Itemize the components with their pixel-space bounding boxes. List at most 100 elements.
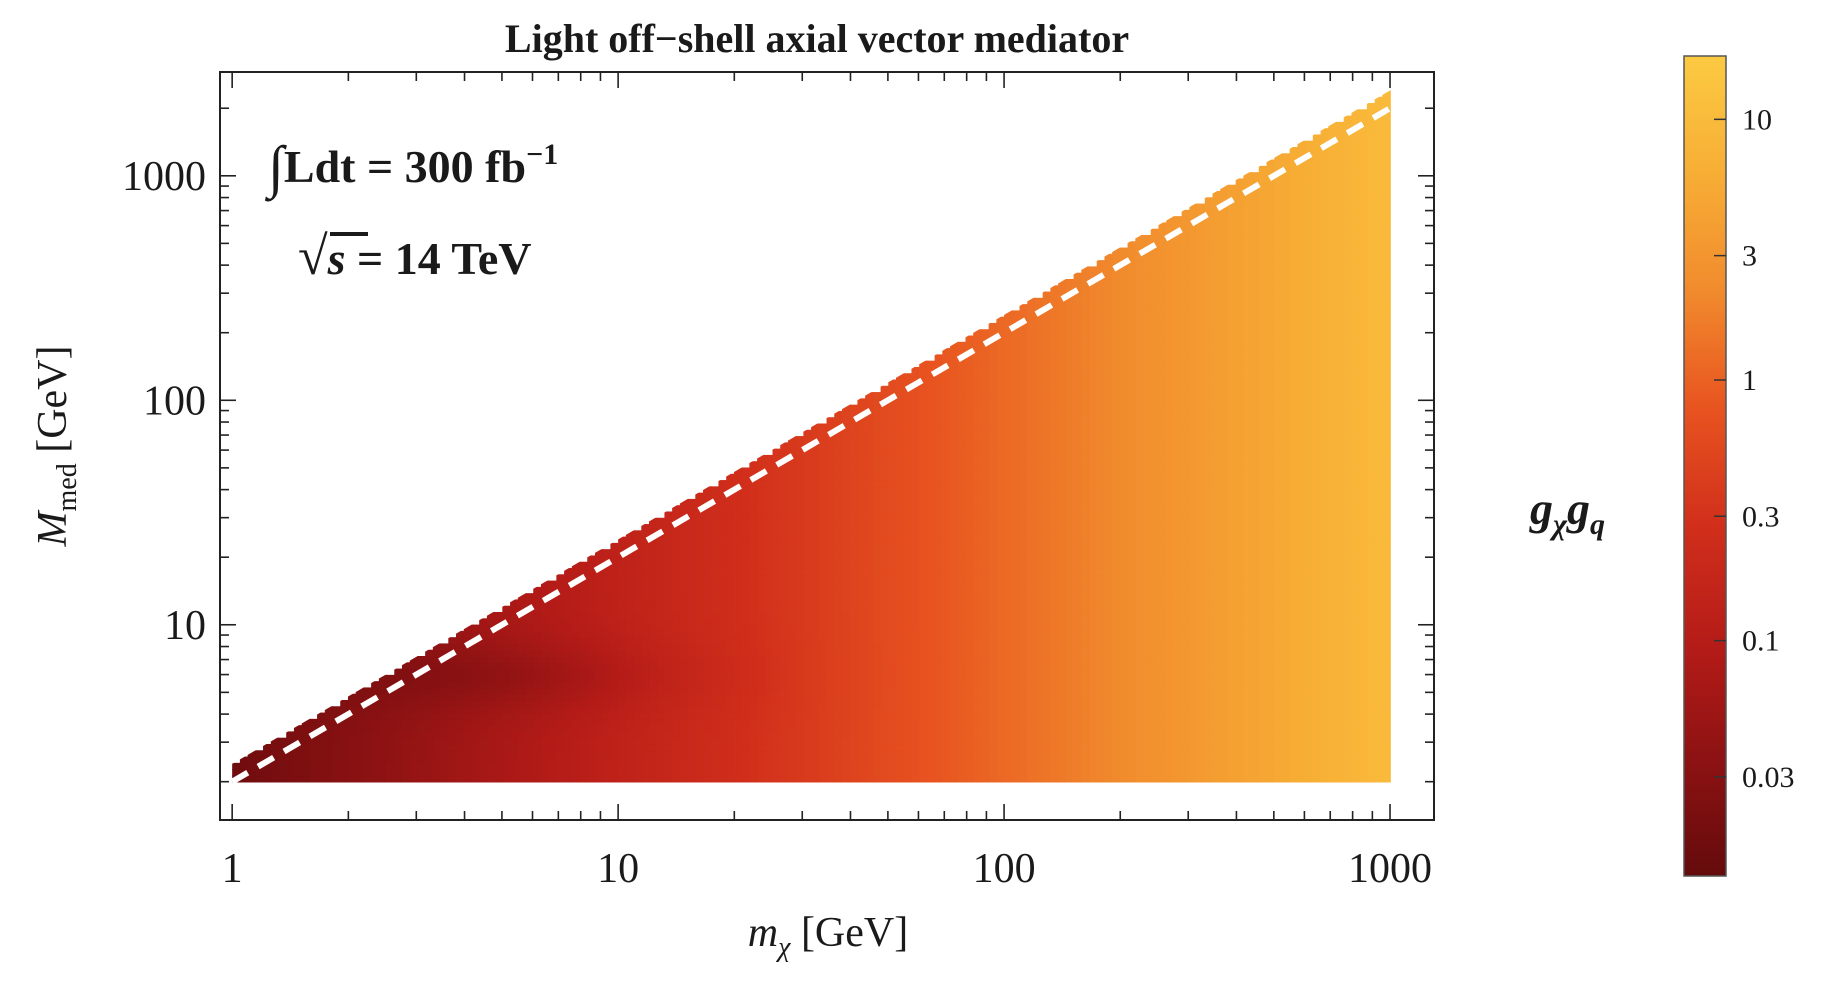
- heatmap-cell: [888, 486, 897, 494]
- heatmap-cell: [942, 498, 951, 506]
- heatmap-cell: [1011, 574, 1021, 582]
- heatmap-cell: [764, 536, 774, 544]
- heatmap-cell: [934, 542, 944, 550]
- heatmap-cell: [803, 637, 812, 645]
- heatmap-cell: [780, 524, 789, 532]
- heatmap-cell: [865, 392, 874, 400]
- heatmap-cell: [865, 649, 874, 657]
- heatmap-cell: [571, 731, 581, 739]
- heatmap-cell: [1104, 448, 1113, 456]
- heatmap-cell: [517, 630, 527, 638]
- heatmap-cell: [757, 599, 766, 607]
- heatmap-cell: [641, 769, 650, 777]
- heatmap-cell: [1034, 385, 1044, 393]
- heatmap-cell: [772, 712, 782, 720]
- heatmap-cell: [865, 530, 874, 538]
- heatmap-cell: [896, 461, 905, 469]
- heatmap-cell: [965, 561, 974, 569]
- heatmap-cell: [1027, 605, 1036, 613]
- heatmap-cell: [703, 762, 712, 770]
- heatmap-cell: [834, 693, 843, 701]
- heatmap-cell: [934, 618, 944, 626]
- heatmap-cell: [980, 649, 990, 657]
- heatmap-cell: [564, 643, 573, 651]
- heatmap-cell: [942, 668, 951, 676]
- heatmap-cell: [1073, 599, 1083, 607]
- heatmap-cell: [378, 775, 388, 783]
- heatmap-cell: [417, 731, 426, 739]
- heatmap-cell: [1088, 505, 1098, 513]
- heatmap-cell: [1073, 360, 1083, 368]
- heatmap-cell: [571, 662, 581, 670]
- heatmap-cell: [903, 718, 913, 726]
- heatmap-cell: [594, 769, 604, 777]
- heatmap-cell: [486, 699, 496, 708]
- heatmap-cell: [919, 586, 928, 594]
- heatmap-cell: [733, 505, 743, 513]
- heatmap-cell: [679, 593, 689, 601]
- heatmap-cell: [1112, 568, 1121, 576]
- heatmap-cell: [1019, 630, 1029, 638]
- heatmap-cell: [849, 574, 859, 582]
- heatmap-cell: [950, 605, 959, 613]
- heatmap-cell: [926, 423, 936, 431]
- heatmap-cell: [378, 687, 388, 695]
- heatmap-cell: [648, 580, 658, 588]
- heatmap-cell: [896, 429, 905, 437]
- heatmap-cell: [425, 769, 434, 777]
- heatmap-cell: [1034, 297, 1044, 305]
- heatmap-cell: [1027, 429, 1036, 437]
- heatmap-cell: [564, 674, 573, 682]
- heatmap-cell: [950, 586, 959, 594]
- heatmap-cell: [926, 561, 936, 569]
- heatmap-cell: [1019, 348, 1029, 356]
- heatmap-cell: [903, 404, 913, 412]
- heatmap-cell: [857, 524, 866, 532]
- heatmap-cell: [980, 486, 990, 494]
- heatmap-cell: [1096, 436, 1106, 444]
- heatmap-cell: [957, 341, 967, 349]
- heatmap-cell: [1058, 341, 1067, 349]
- heatmap-cell: [950, 392, 959, 400]
- heatmap-cell: [394, 725, 403, 733]
- heatmap-cell: [1058, 517, 1067, 525]
- heatmap-cell: [1104, 725, 1113, 733]
- heatmap-cell: [1042, 574, 1052, 582]
- heatmap-cell: [795, 536, 805, 544]
- heatmap-cell: [888, 423, 897, 431]
- heatmap-cell: [1096, 348, 1106, 356]
- heatmap-cell: [757, 637, 766, 645]
- heatmap-cell: [664, 725, 673, 733]
- heatmap-cell: [1104, 316, 1113, 324]
- heatmap-cell: [594, 624, 604, 632]
- heatmap-cell: [950, 360, 959, 368]
- heatmap-cell: [757, 731, 766, 739]
- heatmap-cell: [834, 429, 843, 437]
- heatmap-cell: [780, 712, 789, 720]
- heatmap-cell: [1042, 429, 1052, 437]
- heatmap-cell: [1050, 297, 1059, 305]
- heatmap-cell: [1042, 681, 1052, 689]
- heatmap-cell: [811, 530, 820, 538]
- heatmap-cell: [911, 568, 920, 576]
- heatmap-cell: [1004, 580, 1013, 588]
- heatmap-cell: [795, 511, 805, 519]
- heatmap-cell: [664, 775, 673, 783]
- heatmap-cell: [811, 750, 820, 758]
- heatmap-cell: [394, 756, 403, 764]
- heatmap-cell: [1011, 467, 1021, 475]
- heatmap-cell: [471, 649, 480, 657]
- heatmap-cell: [996, 498, 1005, 506]
- heatmap-cell: [888, 718, 897, 726]
- heatmap-cell: [1096, 681, 1106, 689]
- heatmap-cell: [1073, 310, 1083, 318]
- heatmap-cell: [1112, 731, 1121, 739]
- heatmap-cell: [1088, 291, 1098, 299]
- heatmap-cell: [324, 718, 334, 726]
- heatmap-cell: [857, 624, 866, 632]
- heatmap-cell: [695, 555, 704, 563]
- heatmap-cell: [857, 555, 866, 563]
- heatmap-cell: [695, 656, 704, 664]
- heatmap-cell: [980, 480, 990, 488]
- heatmap-cell: [641, 561, 650, 569]
